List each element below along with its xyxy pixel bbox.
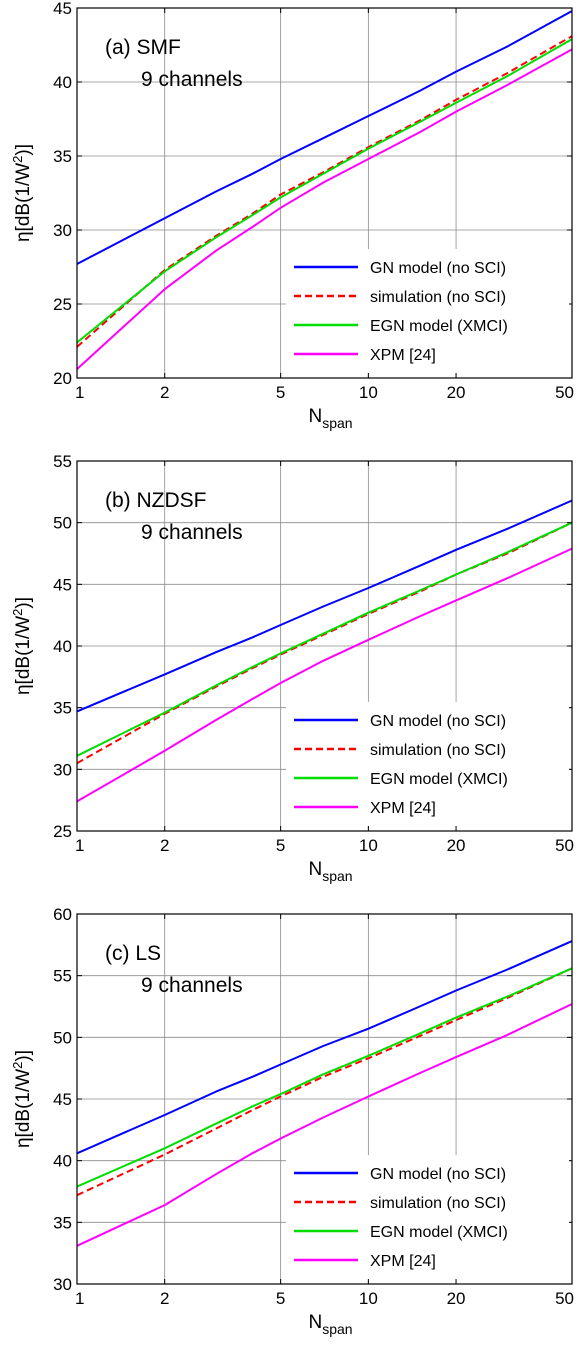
series-line-3 (76, 38, 573, 344)
y-tick-label: 40 (53, 73, 72, 92)
x-axis-label: Nspan (309, 406, 353, 431)
legend-box (286, 249, 569, 373)
chart-panel-1: 1 2 5 10 20 50202530354045Nspanη[dB(1/W2)](a)… (10, 0, 574, 431)
y-tick-label: 50 (53, 514, 72, 533)
y-axis-label: η[dB(1/W2)] (10, 144, 34, 242)
x-tick-label: 50 (555, 383, 574, 402)
x-tick-label: 5 (276, 1289, 285, 1308)
y-tick-label: 40 (53, 1152, 72, 1171)
x-axis-label: Nspan (309, 1312, 353, 1337)
x-tick-label: 2 (160, 836, 169, 855)
legend-entry: XPM [24] (370, 800, 436, 817)
panel-annotation: (c) LS (105, 942, 161, 965)
x-tick-label: 50 (555, 1289, 574, 1308)
legend-entry: XPM [24] (370, 1253, 436, 1270)
series-line-3 (76, 521, 573, 757)
legend-entry: simulation (no SCI) (370, 1195, 506, 1212)
y-tick-label: 20 (53, 369, 72, 388)
y-axis-label: η[dB(1/W2)] (10, 1050, 34, 1148)
x-axis-label: Nspan (309, 859, 353, 884)
y-tick-label: 25 (53, 295, 72, 314)
panel-annotation-channels: 9 channels (141, 68, 243, 91)
x-tick-label: 2 (160, 1289, 169, 1308)
x-tick-label: 20 (447, 383, 466, 402)
panel-annotation: (b) NZDSF (105, 489, 207, 512)
legend-entry: GN model (no SCI) (370, 1166, 506, 1183)
legend-entry: EGN model (XMCI) (370, 318, 508, 335)
legend-entry: XPM [24] (370, 347, 436, 364)
y-tick-label: 40 (53, 637, 72, 656)
panel-annotation: (a) SMF (105, 36, 181, 59)
x-tick-label: 1 (75, 1289, 84, 1308)
series-line-2 (76, 967, 573, 1197)
y-tick-label: 50 (53, 1028, 72, 1047)
x-tick-label: 1 (75, 836, 84, 855)
series-line-1 (76, 499, 573, 713)
y-tick-label: 30 (53, 760, 72, 779)
legend: GN model (no SCI) simulation (no SCI) EGN … (286, 1155, 569, 1279)
x-tick-label: 1 (75, 383, 84, 402)
y-tick-label: 55 (53, 967, 72, 986)
legend-entry: simulation (no SCI) (370, 742, 506, 759)
y-tick-label: 55 (53, 452, 72, 471)
legend-entry: EGN model (XMCI) (370, 771, 508, 788)
series-line-4 (76, 48, 573, 370)
y-tick-label: 60 (53, 905, 72, 924)
legend: GN model (no SCI) simulation (no SCI) EGN … (286, 702, 569, 826)
legend-entry: GN model (no SCI) (370, 713, 506, 730)
series-line-3 (76, 967, 573, 1188)
x-tick-label: 10 (359, 836, 378, 855)
series-line-2 (76, 35, 573, 348)
y-tick-label: 30 (53, 1275, 72, 1294)
legend-entry: simulation (no SCI) (370, 289, 506, 306)
series-line-4 (76, 547, 573, 803)
legend-box (286, 1155, 569, 1279)
y-tick-label: 35 (53, 1213, 72, 1232)
y-tick-label: 25 (53, 822, 72, 841)
y-tick-label: 45 (53, 575, 72, 594)
legend-box (286, 702, 569, 826)
axes-frame (76, 460, 573, 832)
series-line-4 (76, 1003, 573, 1247)
chart-panel-2: 1 2 5 10 20 5025303540455055Nspanη[dB(1/W2)](… (10, 452, 574, 884)
panel-annotation-channels: 9 channels (141, 974, 243, 997)
y-tick-label: 35 (53, 147, 72, 166)
y-tick-label: 30 (53, 221, 72, 240)
axes-frame (76, 913, 573, 1285)
x-tick-label: 10 (359, 383, 378, 402)
y-tick-label: 45 (53, 1090, 72, 1109)
x-tick-label: 10 (359, 1289, 378, 1308)
axes-frame (76, 7, 573, 379)
legend: GN model (no SCI) simulation (no SCI) EGN … (286, 249, 569, 373)
x-tick-label: 2 (160, 383, 169, 402)
legend-entry: GN model (no SCI) (370, 260, 506, 277)
x-tick-label: 20 (447, 1289, 466, 1308)
panel-annotation-channels: 9 channels (141, 521, 243, 544)
chart-panel-3: 1 2 5 10 20 50 30 35 40 45 50 55 60 Nspan η[dB(1/W2)] (… (10, 905, 574, 1337)
series-line-1 (76, 940, 573, 1155)
y-tick-label: 35 (53, 699, 72, 718)
y-axis-label: η[dB(1/W2)] (10, 597, 34, 695)
x-tick-label: 5 (276, 383, 285, 402)
series-line-1 (76, 10, 573, 265)
legend-entry: EGN model (XMCI) (370, 1224, 508, 1241)
x-tick-label: 20 (447, 836, 466, 855)
x-tick-label: 5 (276, 836, 285, 855)
x-tick-label: 50 (555, 836, 574, 855)
y-tick-label: 45 (53, 0, 72, 18)
